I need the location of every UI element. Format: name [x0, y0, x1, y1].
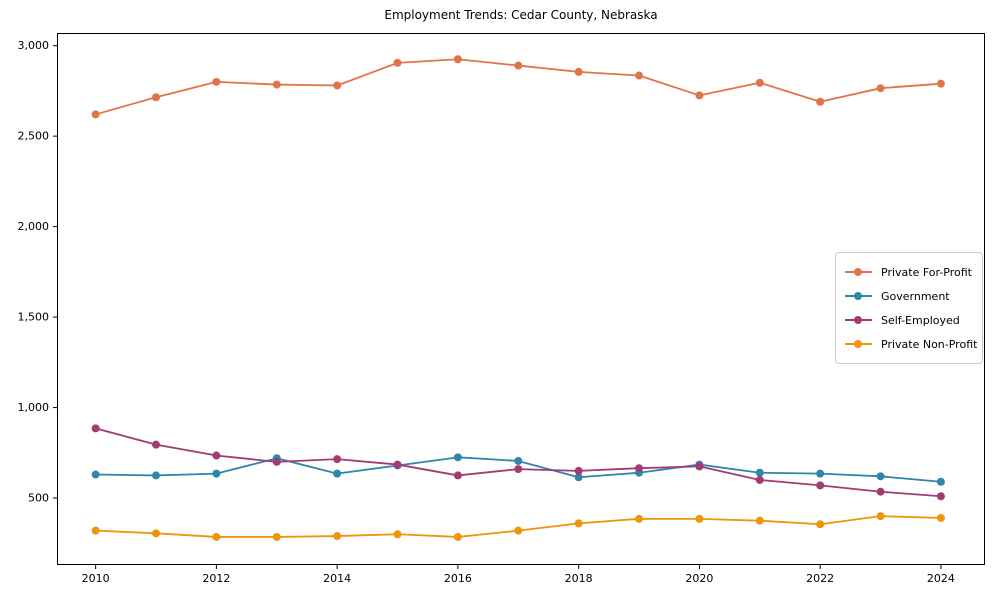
legend-item: Government — [845, 284, 974, 308]
data-point — [333, 455, 342, 464]
x-tick-label: 2022 — [806, 572, 834, 585]
data-point — [152, 471, 161, 480]
data-point — [272, 532, 281, 541]
legend-line-dot-icon — [845, 314, 872, 326]
legend-line-dot-icon — [845, 338, 872, 350]
data-point — [152, 440, 161, 449]
data-point — [514, 526, 523, 535]
data-point — [816, 520, 825, 529]
data-point — [91, 526, 100, 535]
data-point — [91, 110, 100, 119]
y-tick-label: 2,000 — [18, 220, 50, 233]
data-point — [212, 451, 221, 460]
legend-label: Private For-Profit — [881, 265, 972, 279]
data-point — [635, 464, 644, 473]
data-point — [514, 465, 523, 474]
data-point — [453, 471, 462, 480]
x-tick-label: 2018 — [565, 572, 593, 585]
legend-label: Self-Employed — [881, 313, 960, 327]
data-point — [574, 67, 583, 76]
data-point — [635, 514, 644, 523]
chart-title: Employment Trends: Cedar County, Nebrask… — [384, 8, 658, 22]
y-tick-label: 500 — [28, 492, 49, 505]
data-point — [152, 93, 161, 102]
data-point — [816, 469, 825, 478]
data-point — [876, 472, 885, 481]
data-point — [453, 453, 462, 462]
data-point — [755, 516, 764, 525]
data-point — [936, 79, 945, 88]
data-point — [91, 470, 100, 479]
data-point — [876, 84, 885, 93]
legend-label: Government — [881, 289, 950, 303]
data-point — [755, 78, 764, 87]
y-tick-label: 3,000 — [18, 39, 50, 52]
data-point — [212, 469, 221, 478]
x-tick-label: 2024 — [927, 572, 955, 585]
data-point — [936, 513, 945, 522]
data-point — [152, 529, 161, 538]
data-point — [876, 487, 885, 496]
data-point — [514, 61, 523, 70]
x-tick-label: 2020 — [685, 572, 713, 585]
plot-border — [57, 33, 985, 565]
data-point — [816, 481, 825, 490]
data-point — [816, 97, 825, 106]
legend-label: Private Non-Profit — [881, 337, 978, 351]
chart-legend: Private For-Profit Government Self-Employe… — [835, 252, 983, 364]
data-point — [574, 466, 583, 475]
data-point — [272, 457, 281, 466]
data-point — [574, 473, 583, 482]
legend-item: Private Non-Profit — [845, 332, 978, 356]
data-point — [453, 532, 462, 541]
data-point — [453, 55, 462, 64]
y-tick-label: 1,500 — [18, 311, 50, 324]
y-tick-label: 2,500 — [18, 130, 50, 143]
data-point — [272, 80, 281, 89]
data-point — [695, 91, 704, 100]
data-point — [393, 58, 402, 67]
data-point — [333, 81, 342, 90]
data-point — [393, 460, 402, 469]
legend-item: Self-Employed — [845, 308, 974, 332]
legend-item: Private For-Profit — [845, 260, 974, 284]
x-tick-label: 2014 — [323, 572, 351, 585]
data-point — [333, 532, 342, 541]
x-tick-label: 2010 — [82, 572, 110, 585]
data-point — [936, 477, 945, 486]
data-point — [393, 530, 402, 539]
data-point — [574, 519, 583, 528]
data-point — [876, 512, 885, 521]
data-point — [91, 424, 100, 433]
legend-line-dot-icon — [845, 290, 872, 302]
x-tick-label: 2012 — [202, 572, 230, 585]
data-point — [695, 514, 704, 523]
data-point — [212, 532, 221, 541]
data-point — [695, 462, 704, 471]
x-tick-label: 2016 — [444, 572, 472, 585]
y-tick-label: 1,000 — [18, 401, 50, 414]
data-point — [936, 492, 945, 501]
data-point — [514, 456, 523, 465]
data-point — [212, 77, 221, 86]
data-point — [333, 469, 342, 478]
data-point — [755, 468, 764, 477]
data-point — [755, 475, 764, 484]
data-point — [635, 71, 644, 80]
legend-line-dot-icon — [845, 266, 872, 278]
